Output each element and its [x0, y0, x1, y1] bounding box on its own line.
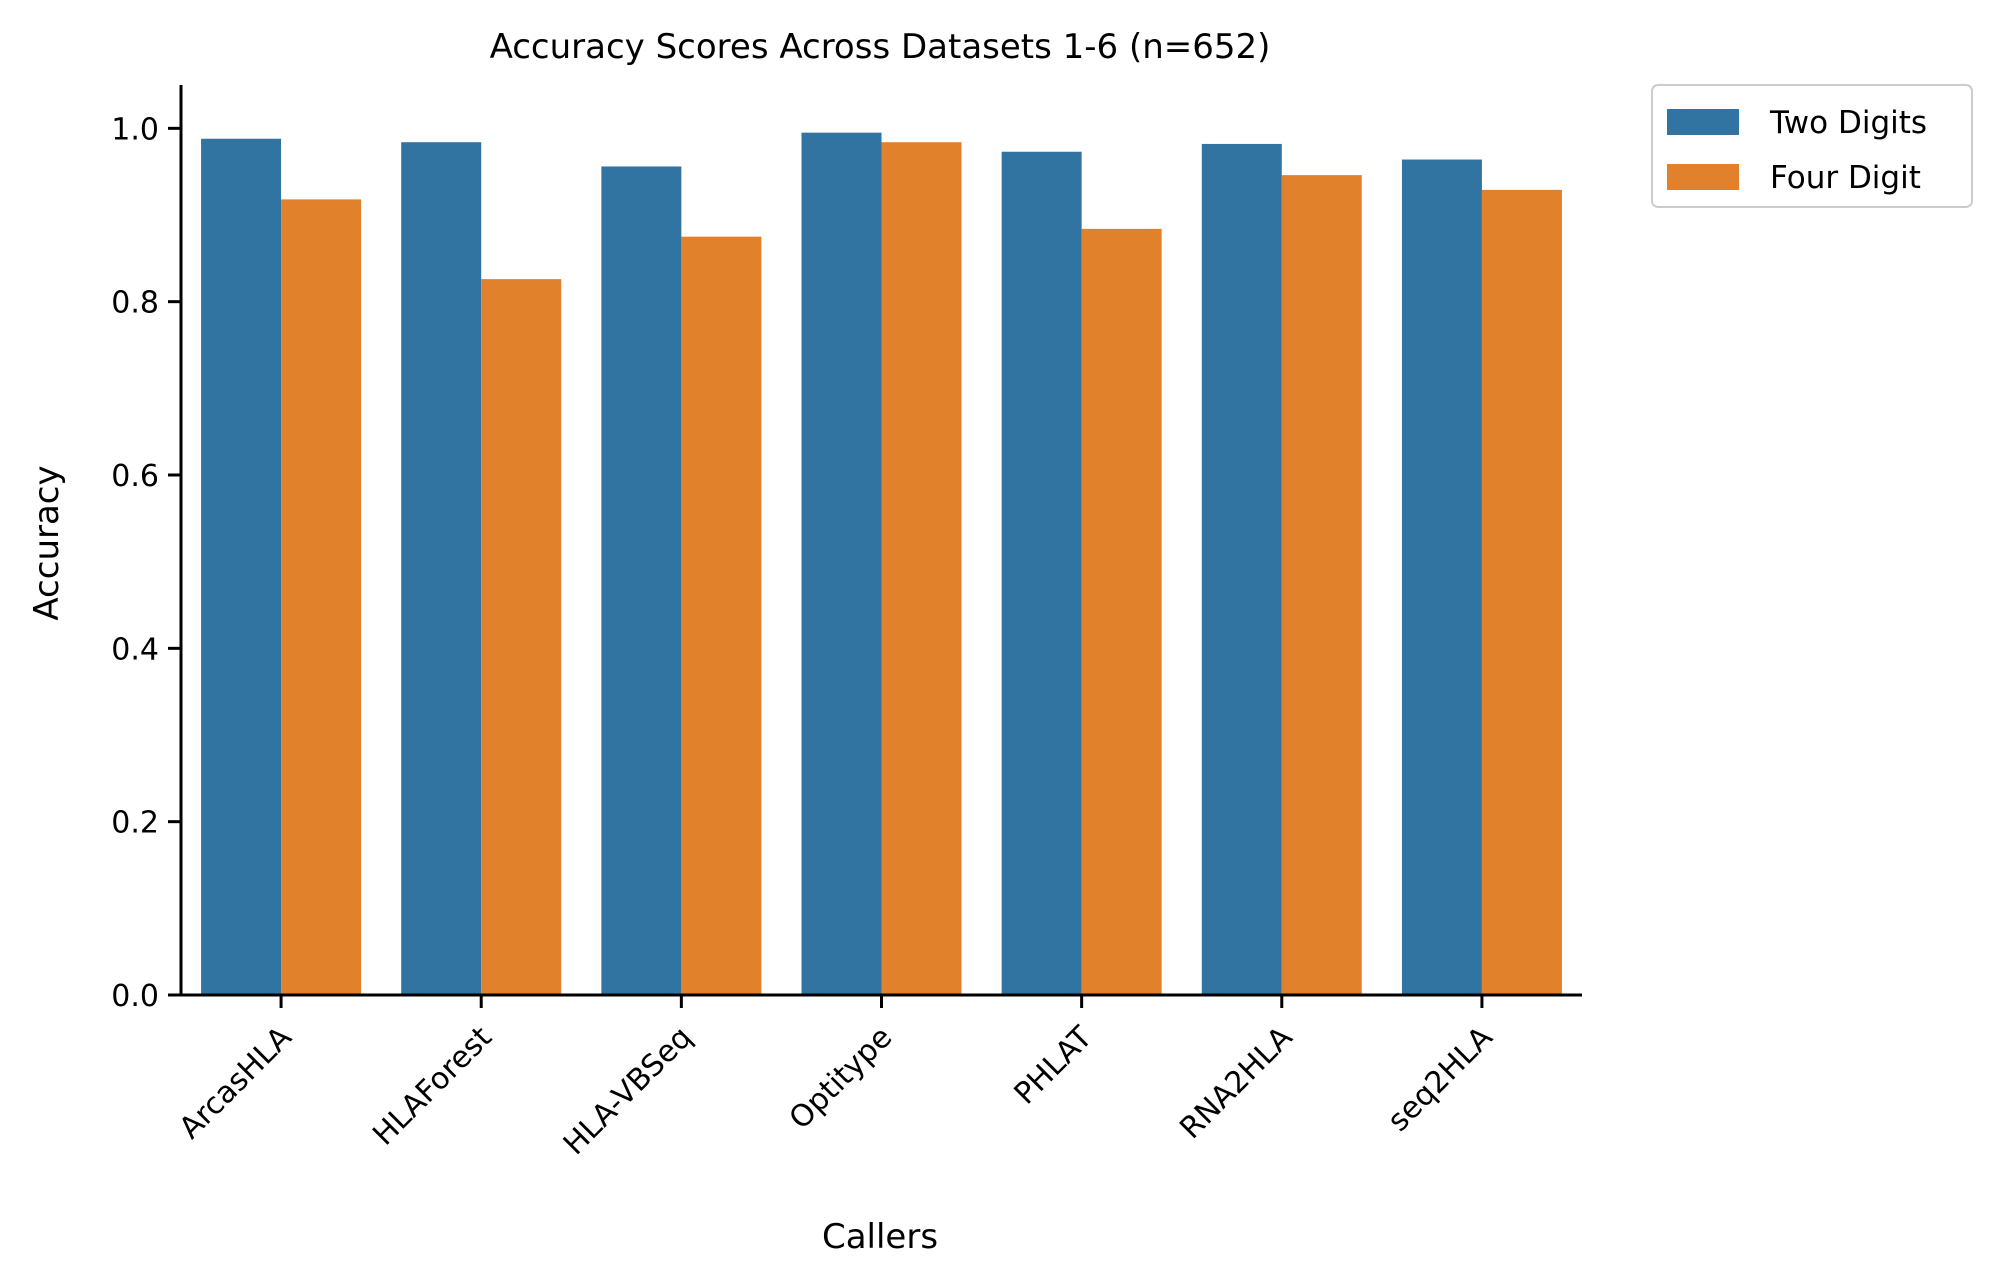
y-tick-label: 0.0 [111, 979, 159, 1014]
legend-swatch [1667, 109, 1739, 135]
bar-two-digits-optitype [801, 132, 882, 995]
chart-title: Accuracy Scores Across Datasets 1-6 (n=6… [490, 27, 1271, 67]
x-tick-label: seq2HLA [1381, 1020, 1500, 1139]
bar-four-digit-hlaforest [481, 279, 562, 996]
x-tick-label: ArcasHLA [173, 1020, 299, 1146]
bar-four-digit-rna2hla [1281, 175, 1362, 996]
bar-four-digit-hla-vbseq [681, 236, 762, 995]
y-tick-label: 0.4 [111, 632, 159, 667]
y-tick-label: 1.0 [111, 112, 159, 147]
bar-four-digit-phlat [1081, 228, 1162, 995]
y-tick-label: 0.8 [111, 286, 159, 321]
x-tick-label: PHLAT [1008, 1019, 1100, 1111]
legend-label: Four Digit [1770, 160, 1921, 196]
legend-swatch [1667, 164, 1739, 190]
y-tick-label: 0.6 [111, 459, 159, 494]
x-axis-label: Callers [822, 1217, 938, 1257]
bar-two-digits-seq2hla [1401, 159, 1482, 996]
bar-four-digit-arcashla [281, 199, 362, 995]
x-tick-label: HLAForest [366, 1020, 499, 1153]
bar-two-digits-hlaforest [401, 142, 482, 995]
bar-two-digits-phlat [1001, 151, 1082, 995]
x-tick-label: HLA-VBSeq [557, 1020, 699, 1162]
bar-two-digits-arcashla [201, 138, 282, 995]
bars-layer [201, 132, 1562, 996]
x-tick-label: RNA2HLA [1173, 1020, 1299, 1146]
y-tick-label: 0.2 [111, 806, 159, 841]
legend-label: Two Digits [1769, 105, 1927, 141]
bar-four-digit-seq2hla [1481, 189, 1562, 995]
bar-two-digits-rna2hla [1201, 143, 1282, 995]
x-tick-label: Optitype [783, 1020, 900, 1137]
legend: Two Digits Four Digit [1651, 84, 1973, 208]
bar-two-digits-hla-vbseq [601, 166, 682, 995]
y-axis-label: Accuracy [27, 465, 67, 620]
bar-four-digit-optitype [881, 142, 962, 995]
